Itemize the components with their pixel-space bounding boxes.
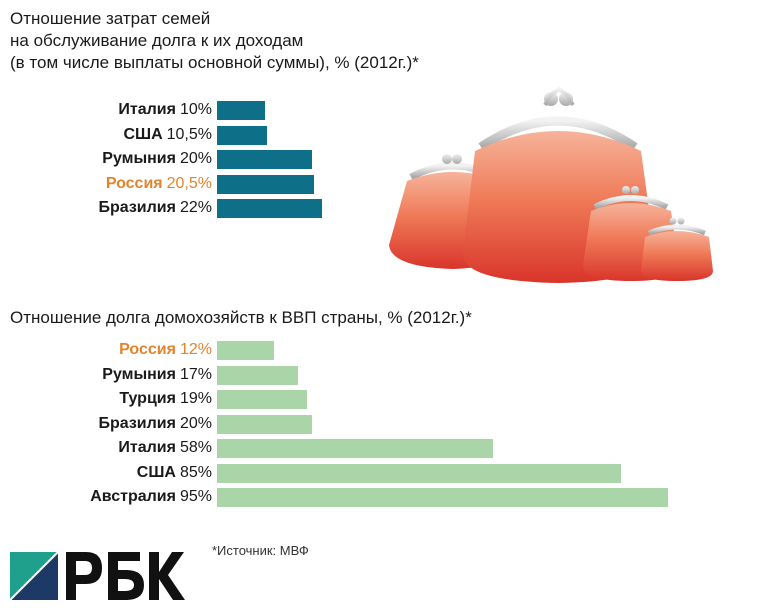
bar-row: Бразилия 22%	[0, 198, 760, 218]
bar	[217, 488, 669, 507]
chart1-title-line: (в том числе выплаты основной суммы), % …	[10, 53, 419, 72]
bar	[217, 365, 298, 385]
bar-label: Бразилия 20%	[98, 414, 212, 434]
category-label: США	[123, 125, 163, 143]
category-label: США	[136, 463, 176, 481]
rbc-logo	[10, 551, 185, 601]
category-label: Италия	[118, 101, 176, 118]
bar-row: Австралия 95%	[0, 487, 760, 507]
bar-label: Россия 12%	[119, 340, 212, 360]
value-label: 95%	[179, 488, 212, 505]
bar-label: Австралия 95%	[90, 487, 212, 507]
bar	[217, 125, 267, 145]
bar-row: Россия 12%	[0, 340, 760, 360]
category-label: Бразилия	[98, 414, 176, 432]
bar-row: Италия 58%	[0, 438, 760, 458]
bar	[217, 414, 312, 434]
bar-row: США 10,5%	[0, 125, 760, 145]
bar-row: Румыния 17%	[0, 365, 760, 385]
chart1-title-line: на обслуживание долга к их доходам	[10, 31, 304, 50]
value-label: 12%	[179, 341, 212, 358]
category-label: Россия	[119, 341, 176, 358]
value-label: 58%	[179, 439, 212, 456]
chart1-title: Отношение затрат семей на обслуживание д…	[10, 8, 450, 74]
bar-label: США 10,5%	[123, 125, 212, 145]
source-note: *Источник: МВФ	[212, 543, 309, 558]
value-label: 10%	[179, 101, 212, 118]
bar-row: Турция 19%	[0, 389, 760, 409]
bar-label: Румыния 17%	[102, 365, 212, 385]
bar	[217, 150, 312, 169]
bar	[217, 174, 315, 194]
bar-label: Турция 19%	[119, 389, 212, 409]
bar-label: Италия 10%	[118, 100, 212, 120]
bar-label: Бразилия 22%	[98, 198, 212, 218]
bar-row: Италия 10%	[0, 100, 760, 120]
category-label: Турция	[119, 390, 176, 407]
value-label: 19%	[179, 390, 212, 407]
value-label: 22%	[179, 199, 212, 216]
bar-row: Россия 20,5%	[0, 174, 760, 194]
bar	[217, 341, 274, 360]
chart1-title-line: Отношение затрат семей	[10, 9, 211, 28]
value-label: 85%	[179, 463, 212, 481]
chart2-title: Отношение долга домохозяйств к ВВП стран…	[10, 308, 472, 327]
category-label: Австралия	[90, 488, 176, 505]
bar-row: США 85%	[0, 463, 760, 483]
purses-illustration	[389, 86, 713, 283]
bar	[217, 439, 493, 458]
value-label: 20%	[179, 414, 212, 432]
bar	[217, 390, 308, 409]
purse-tiny-icon	[641, 217, 713, 281]
category-label: Бразилия	[98, 199, 176, 216]
category-label: Румыния	[102, 150, 176, 167]
value-label: 10,5%	[166, 125, 212, 143]
value-label: 20,5%	[166, 174, 212, 192]
bar-label: США 85%	[137, 463, 212, 483]
bar	[217, 463, 621, 483]
bar	[217, 101, 265, 120]
value-label: 20%	[179, 150, 212, 167]
category-label: Италия	[118, 439, 176, 456]
bar	[217, 199, 322, 218]
bar-row: Румыния 20%	[0, 149, 760, 169]
bar-label: Италия 58%	[118, 438, 212, 458]
bar-label: Румыния 20%	[102, 149, 212, 169]
bar-row: Бразилия 20%	[0, 414, 760, 434]
value-label: 17%	[179, 365, 212, 383]
category-label: Россия	[105, 174, 163, 192]
bar-label: Россия 20,5%	[106, 174, 212, 194]
category-label: Румыния	[102, 365, 176, 383]
